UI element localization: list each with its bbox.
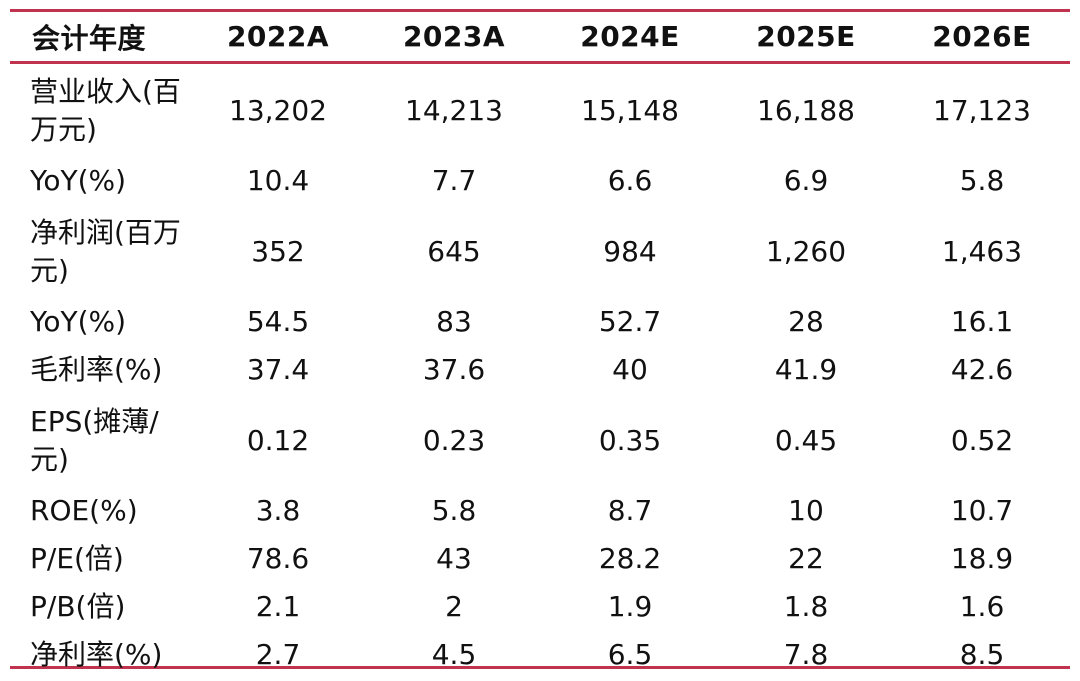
table-row-gross-margin: 毛利率(%) 37.4 37.6 40 41.9 42.6: [10, 346, 1070, 394]
cell-value: 6.5: [607, 638, 653, 671]
cell-value: 14,213: [405, 93, 503, 127]
cell-value: 13,202: [229, 93, 327, 127]
bottom-rule: [10, 666, 1070, 669]
cell-value: 1,463: [941, 234, 1023, 268]
cell-value: 6.9: [783, 164, 829, 197]
cell-value: 16.1: [950, 305, 1014, 338]
cell-value: 37.4: [246, 353, 310, 386]
cell-value: 6.6: [607, 164, 653, 197]
row-label: P/E(倍): [30, 542, 124, 575]
cell-value: 5.8: [431, 494, 477, 527]
cell-value: 28: [788, 305, 824, 338]
header-2024e: 2024E: [580, 20, 680, 53]
table-row-pb: P/B(倍) 2.1 2 1.9 1.8 1.6: [10, 583, 1070, 631]
row-label: 毛利率(%): [30, 353, 163, 386]
table-row-eps: EPS(摊薄/元) 0.12 0.23 0.35 0.45 0.52: [10, 394, 1070, 487]
table-row-revenue-yoy: YoY(%) 10.4 7.7 6.6 6.9 5.8: [10, 157, 1070, 205]
row-label: EPS(摊薄/元): [30, 404, 159, 476]
cell-value: 40: [612, 353, 648, 386]
table-row-pe: P/E(倍) 78.6 43 28.2 22 18.9: [10, 535, 1070, 583]
cell-value: 28.2: [598, 542, 662, 575]
header-2025e: 2025E: [756, 20, 856, 53]
cell-value: 54.5: [246, 305, 310, 338]
header-2023a: 2023A: [402, 20, 506, 53]
row-label: YoY(%): [30, 164, 127, 197]
cell-value: 4.5: [431, 638, 477, 671]
table-row-roe: ROE(%) 3.8 5.8 8.7 10 10.7: [10, 487, 1070, 535]
cell-value: 0.45: [774, 423, 838, 457]
cell-value: 43: [436, 542, 472, 575]
cell-value: 5.8: [959, 164, 1005, 197]
cell-value: 10: [788, 494, 824, 527]
cell-value: 17,123: [933, 93, 1031, 127]
row-label: P/B(倍): [30, 590, 126, 623]
header-2026e: 2026E: [932, 20, 1032, 53]
table-row-revenue: 营业收入(百万元) 13,202 14,213 15,148 16,188 17…: [10, 64, 1070, 157]
cell-value: 3.8: [255, 494, 301, 527]
row-label: 净利率(%): [30, 638, 163, 671]
cell-value: 7.8: [783, 638, 829, 671]
cell-value: 0.52: [950, 423, 1014, 457]
cell-value: 52.7: [598, 305, 662, 338]
row-label: 净利润(百万元): [30, 215, 181, 287]
cell-value: 41.9: [774, 353, 838, 386]
cell-value: 1.8: [783, 590, 829, 623]
cell-value: 0.23: [422, 423, 486, 457]
cell-value: 8.5: [959, 638, 1005, 671]
cell-value: 10.4: [246, 164, 310, 197]
header-2022a: 2022A: [226, 20, 330, 53]
row-label: 营业收入(百万元): [30, 74, 181, 146]
financial-forecast-table: 会计年度 2022A 2023A 2024E 2025E 2026E 营业收入(…: [10, 12, 1070, 679]
header-rule: [10, 61, 1070, 64]
cell-value: 83: [436, 305, 472, 338]
table-row-net-profit: 净利润(百万元) 352 645 984 1,260 1,463: [10, 205, 1070, 298]
cell-value: 984: [603, 234, 657, 268]
table-row-net-margin: 净利率(%) 2.7 4.5 6.5 7.8 8.5: [10, 631, 1070, 679]
cell-value: 18.9: [950, 542, 1014, 575]
top-rule: [10, 9, 1070, 12]
row-label: YoY(%): [30, 305, 127, 338]
cell-value: 15,148: [581, 93, 679, 127]
cell-value: 645: [427, 234, 481, 268]
cell-value: 22: [788, 542, 824, 575]
cell-value: 0.35: [598, 423, 662, 457]
cell-value: 1.9: [607, 590, 653, 623]
cell-value: 0.12: [246, 423, 310, 457]
cell-value: 2.7: [255, 638, 301, 671]
cell-value: 10.7: [950, 494, 1014, 527]
cell-value: 2: [445, 590, 463, 623]
cell-value: 352: [251, 234, 305, 268]
cell-value: 2.1: [255, 590, 301, 623]
cell-value: 78.6: [246, 542, 310, 575]
cell-value: 1.6: [959, 590, 1005, 623]
cell-value: 1,260: [765, 234, 847, 268]
table-row-net-profit-yoy: YoY(%) 54.5 83 52.7 28 16.1: [10, 298, 1070, 346]
cell-value: 7.7: [431, 164, 477, 197]
cell-value: 42.6: [950, 353, 1014, 386]
cell-value: 8.7: [607, 494, 653, 527]
cell-value: 37.6: [422, 353, 486, 386]
row-label: ROE(%): [30, 494, 138, 527]
cell-value: 16,188: [757, 93, 855, 127]
header-row: 会计年度 2022A 2023A 2024E 2025E 2026E: [10, 12, 1070, 61]
header-fiscal-year: 会计年度: [32, 21, 147, 55]
